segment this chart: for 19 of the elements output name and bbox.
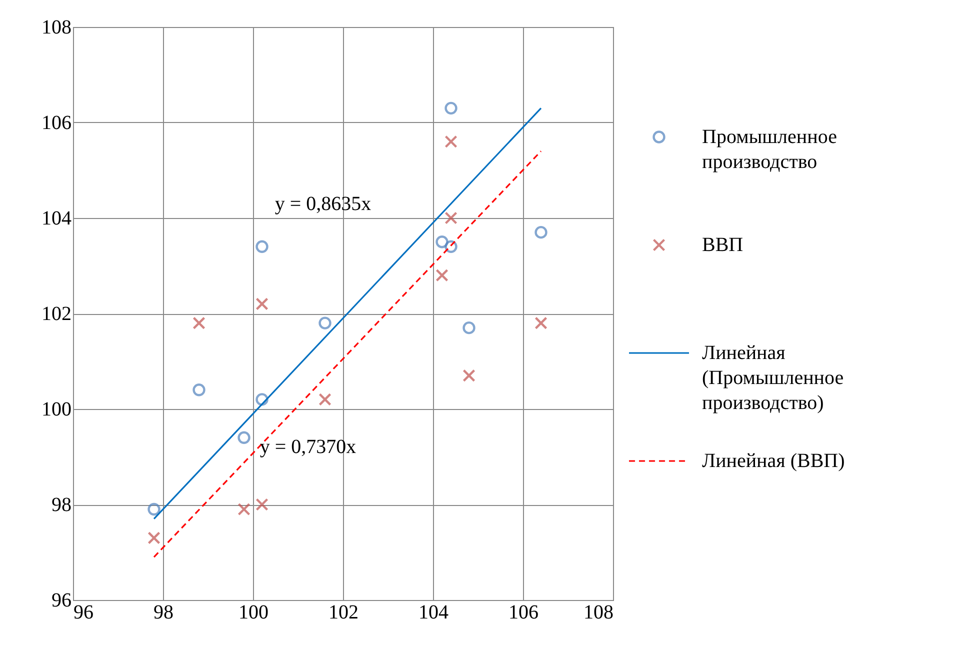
y-tick-label: 108 — [42, 16, 72, 38]
annotation: y = 0,8635x — [274, 193, 372, 215]
x-tick-label: 98 — [154, 602, 174, 624]
y-tick-label: 102 — [42, 303, 72, 325]
x-tick-label: 104 — [418, 602, 448, 624]
legend-label: Линейная (ВВП) — [702, 450, 845, 472]
y-tick-label: 104 — [42, 208, 72, 230]
x-tick-label: 108 — [584, 602, 614, 624]
legend-label: Промышленное производство — [702, 126, 838, 173]
x-tick-label: 96 — [74, 602, 94, 624]
annotation: y = 0,7370x — [260, 436, 356, 458]
y-tick-label: 98 — [52, 494, 72, 516]
x-tick-label: 100 — [238, 602, 268, 624]
y-tick-label: 106 — [42, 112, 72, 134]
x-tick-label: 106 — [508, 602, 538, 624]
x-tick-label: 102 — [328, 602, 358, 624]
y-tick-label: 100 — [42, 398, 72, 420]
legend-label: Линейная (Промышленное производство) — [702, 342, 844, 414]
legend-label: ВВП — [702, 234, 744, 256]
